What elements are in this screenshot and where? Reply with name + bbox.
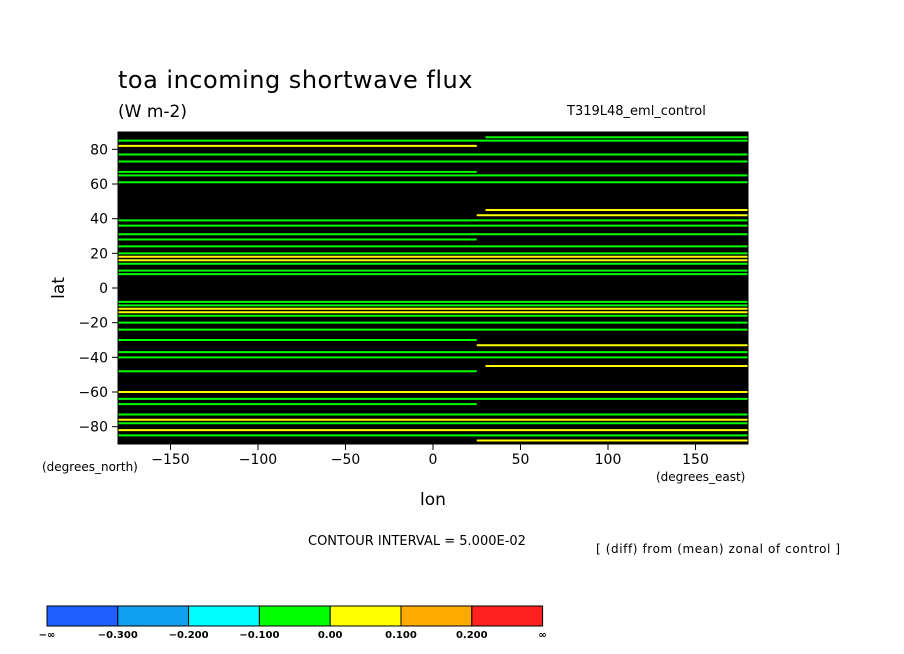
x-tick-label: 100 <box>595 452 622 468</box>
y-tick-label: 80 <box>90 142 108 158</box>
y-tick-label: −40 <box>78 350 108 366</box>
colorbar-label: 0.100 <box>385 630 417 641</box>
colorbar-swatch <box>400 605 473 627</box>
x-tick-label: −50 <box>331 452 361 468</box>
x-tick-label: 150 <box>682 452 709 468</box>
colorbar-label: 0.00 <box>318 630 343 641</box>
colorbar-swatch <box>258 605 331 627</box>
y-tick-label: 40 <box>90 212 108 228</box>
colorbar-label: −0.200 <box>169 630 209 641</box>
x-units-label: (degrees_east) <box>656 470 746 484</box>
colorbar-label: −∞ <box>39 630 56 641</box>
colorbar-swatch <box>329 605 402 627</box>
y-tick-label: −20 <box>78 316 108 332</box>
x-tick-label: −100 <box>239 452 277 468</box>
colorbar-label: −0.300 <box>98 630 138 641</box>
x-axis-label: lon <box>420 490 446 510</box>
colorbar-swatch <box>117 605 190 627</box>
colorbar-swatch <box>471 605 544 627</box>
colorbar-label: −0.100 <box>239 630 279 641</box>
y-tick-label: 20 <box>90 246 108 262</box>
colorbar-label: 0.200 <box>456 630 488 641</box>
plot-area <box>118 132 748 444</box>
y-units-label: (degrees_north) <box>42 460 138 474</box>
colorbar-swatch <box>46 605 119 627</box>
y-tick-label: −80 <box>78 420 108 436</box>
colorbar-label: ∞ <box>538 630 546 641</box>
x-tick-label: 50 <box>512 452 530 468</box>
y-tick-label: 0 <box>99 281 108 297</box>
x-tick-label: 0 <box>429 452 438 468</box>
units-label: (W m-2) <box>118 102 187 122</box>
y-tick-label: 60 <box>90 177 108 193</box>
run-label: T319L48_eml_control <box>567 104 706 119</box>
colorbar-swatch <box>188 605 260 627</box>
diff-note-label: [ (diff) from (mean) zonal of control ] <box>596 542 841 556</box>
y-tick-label: −60 <box>78 385 108 401</box>
chart-title: toa incoming shortwave flux <box>118 66 473 94</box>
x-tick-label: −150 <box>151 452 189 468</box>
contour-interval-label: CONTOUR INTERVAL = 5.000E-02 <box>308 534 526 549</box>
